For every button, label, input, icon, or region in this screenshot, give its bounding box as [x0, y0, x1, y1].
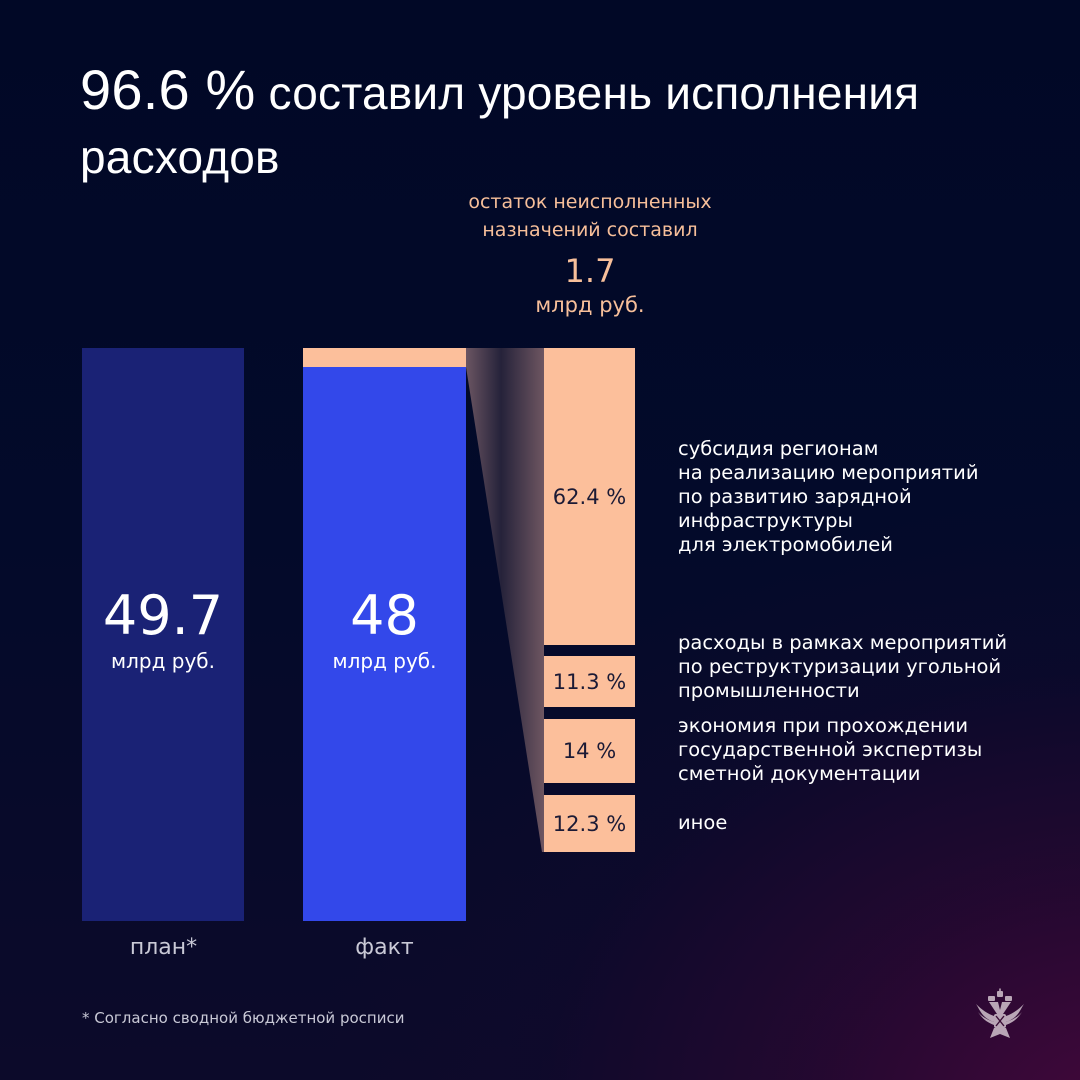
- title-text-line2: расходов: [80, 131, 280, 183]
- fact-value: 48: [350, 584, 419, 647]
- fact-bar: 48 млрд руб.: [303, 348, 466, 921]
- breakdown-label-charging: субсидия регионам на реализацию мероприя…: [678, 437, 979, 556]
- breakdown-segment-coal: 11.3 %: [544, 656, 635, 707]
- fact-bar-label: факт: [355, 935, 414, 960]
- remainder-value: 1.7: [564, 252, 616, 290]
- breakdown-label-other: иное: [678, 811, 728, 834]
- footnote: * Согласно сводной бюджетной росписи: [82, 1009, 405, 1027]
- plan-unit: млрд руб.: [111, 649, 215, 673]
- breakdown-label-coal: расходы в рамках мероприятий по реструкт…: [678, 631, 1008, 702]
- fact-bar-value: 48 млрд руб.: [303, 586, 466, 674]
- plan-bar-label: план*: [129, 935, 198, 960]
- plan-bar-value: 49.7 млрд руб.: [82, 586, 244, 674]
- plan-value: 49.7: [102, 584, 224, 647]
- page-title: 96.6 % составил уровень исполнения расхо…: [80, 58, 1040, 189]
- double-headed-eagle-emblem-icon: [976, 988, 1024, 1038]
- breakdown-segment-other: 12.3 %: [544, 795, 635, 852]
- plan-bar: 49.7 млрд руб.: [82, 348, 244, 921]
- fact-unit: млрд руб.: [332, 649, 437, 673]
- funnel-connector: [466, 348, 544, 852]
- remainder-unit: млрд руб.: [535, 293, 645, 317]
- fact-bar-remainder-segment: [303, 348, 466, 367]
- breakdown-label-expertise-savings: экономия при прохождении государственной…: [678, 714, 983, 785]
- breakdown-segment-charging: 62.4 %: [544, 348, 635, 645]
- remainder-caption-line2: назначений составил: [482, 219, 698, 241]
- title-highlight: 96.6 %: [80, 58, 256, 121]
- remainder-caption: остаток неисполненных назначений состави…: [430, 188, 750, 244]
- remainder-caption-line1: остаток неисполненных: [468, 191, 712, 213]
- title-text-line1: составил уровень исполнения: [255, 67, 920, 119]
- breakdown-segment-expertise-savings: 14 %: [544, 719, 635, 783]
